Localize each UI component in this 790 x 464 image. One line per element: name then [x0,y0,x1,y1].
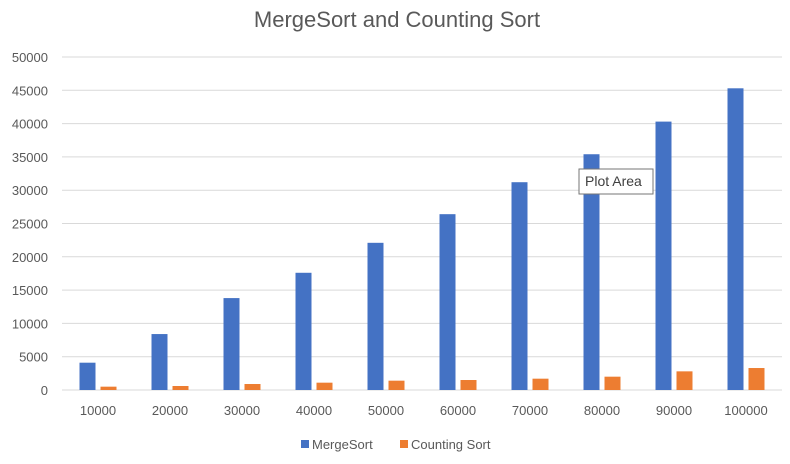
y-tick-label: 0 [41,383,48,398]
y-tick-label: 35000 [12,150,48,165]
bar-mergesort [295,272,312,390]
x-tick-label: 90000 [656,403,692,418]
bar-counting-sort [388,380,405,390]
bar-counting-sort [172,386,189,390]
bar-mergesort [511,182,528,390]
y-tick-label: 10000 [12,316,48,331]
y-tick-label: 45000 [12,83,48,98]
gridlines [62,56,782,391]
x-tick-label: 40000 [296,403,332,418]
bar-mergesort [79,362,96,390]
x-tick-label: 100000 [724,403,767,418]
bars [79,88,765,391]
y-tick-label: 15000 [12,283,48,298]
bar-counting-sort [316,382,333,390]
tooltip-label: Plot Area [585,173,642,189]
legend-label: MergeSort [312,437,373,452]
bar-mergesort [367,242,384,390]
bar-counting-sort [748,368,765,390]
legend-swatch [301,440,309,448]
y-tick-label: 50000 [12,50,48,65]
x-tick-label: 80000 [584,403,620,418]
bar-mergesort [727,88,744,390]
legend: MergeSort Counting Sort [301,437,491,452]
y-tick-label: 40000 [12,117,48,132]
bar-counting-sort [532,378,549,390]
tooltip-box [578,168,654,195]
y-tick-label: 25000 [12,217,48,232]
bar-counting-sort [676,371,693,390]
x-tick-label: 70000 [512,403,548,418]
bar-mergesort [151,334,168,390]
bar-mergesort [439,214,456,390]
legend-swatch [400,440,408,448]
bar-mergesort [655,121,672,391]
bar-counting-sort [100,386,117,390]
x-tick-label: 60000 [440,403,476,418]
bar-mergesort [583,154,600,390]
y-tick-label: 30000 [12,183,48,198]
plot-area-tooltip: Plot Area [578,168,654,195]
x-tick-label: 10000 [80,403,116,418]
bar-counting-sort [244,384,261,390]
bar-counting-sort [460,380,477,390]
y-tick-label: 5000 [19,350,48,365]
y-tick-label: 20000 [12,250,48,265]
bar-counting-sort [604,376,621,390]
chart-title: MergeSort and Counting Sort [254,7,540,32]
legend-label: Counting Sort [411,437,491,452]
x-axis-ticks: 10000 20000 30000 40000 50000 60000 70000 80000… [80,403,768,418]
x-tick-label: 50000 [368,403,404,418]
x-tick-label: 20000 [152,403,188,418]
y-axis-ticks: 0 5000 10000 15000 20000 25000 30000 35000 40000… [12,50,48,398]
bar-mergesort [223,298,240,390]
x-tick-label: 30000 [224,403,260,418]
